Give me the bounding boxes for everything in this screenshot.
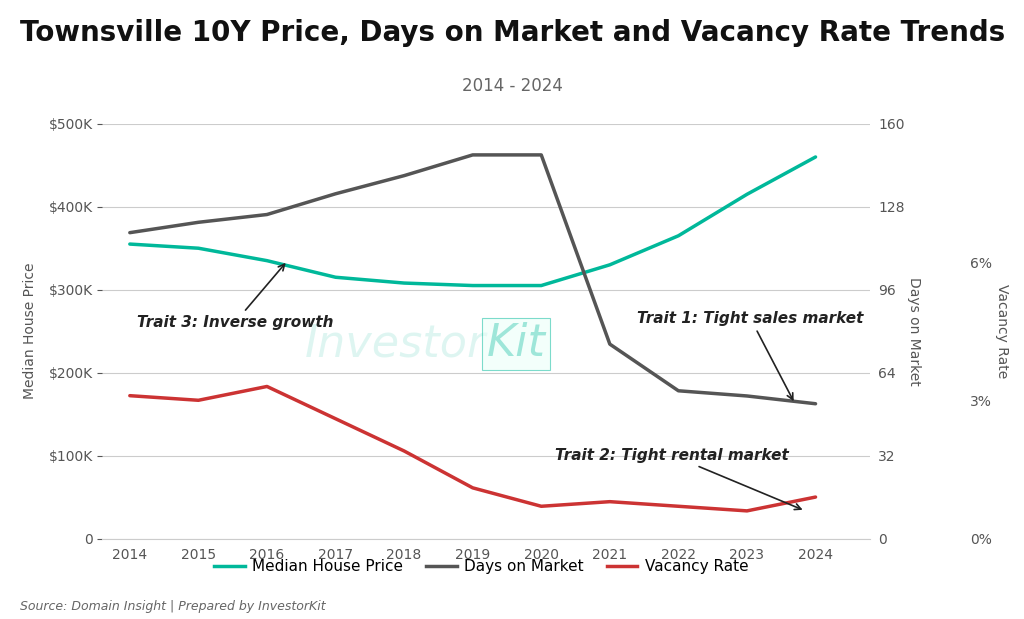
- Text: Trait 1: Tight sales market: Trait 1: Tight sales market: [637, 311, 863, 400]
- Text: Source: Domain Insight | Prepared by InvestorKit: Source: Domain Insight | Prepared by Inv…: [20, 600, 326, 613]
- Text: 2014 - 2024: 2014 - 2024: [462, 77, 562, 95]
- Text: Trait 2: Tight rental market: Trait 2: Tight rental market: [555, 448, 801, 509]
- Text: Townsville 10Y Price, Days on Market and Vacancy Rate Trends: Townsville 10Y Price, Days on Market and…: [20, 19, 1006, 46]
- Y-axis label: Days on Market: Days on Market: [907, 277, 922, 386]
- Y-axis label: Vacancy Rate: Vacancy Rate: [995, 284, 1009, 378]
- Text: Kit: Kit: [486, 322, 546, 365]
- Y-axis label: Median House Price: Median House Price: [24, 263, 37, 399]
- Legend: Median House Price, Days on Market, Vacancy Rate: Median House Price, Days on Market, Vaca…: [208, 553, 755, 581]
- Text: Investor: Investor: [305, 322, 486, 365]
- Text: Trait 3: Inverse growth: Trait 3: Inverse growth: [136, 264, 333, 330]
